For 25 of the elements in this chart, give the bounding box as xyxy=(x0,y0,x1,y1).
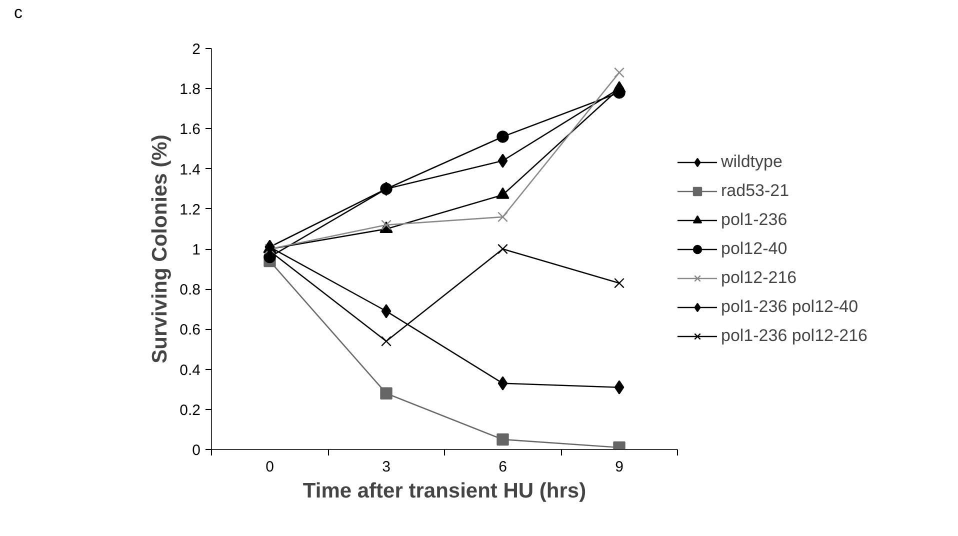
x-axis-title: Time after transient HU (hrs) xyxy=(302,480,586,502)
y-tick-label: 0.2 xyxy=(180,402,201,419)
legend-label: pol1-236 xyxy=(721,210,788,230)
legend-label: pol12-40 xyxy=(721,238,788,258)
text: c xyxy=(14,2,22,24)
legend-label: wildtype xyxy=(721,152,782,172)
y-tick-label: 2 xyxy=(192,41,200,58)
legend-label: pol1-236 pol12-216 xyxy=(721,326,868,346)
y-tick-label: 0 xyxy=(192,442,200,459)
y-tick-label: 1 xyxy=(192,242,200,258)
y-tick-label: 0.6 xyxy=(180,322,201,339)
y-tick-label: 1.4 xyxy=(180,161,201,178)
x-tick-label: 0 xyxy=(266,458,274,476)
x-tick-label: 6 xyxy=(498,458,507,476)
legend-label: pol1-236 pol12-40 xyxy=(721,296,858,316)
y-tick-label: 1.8 xyxy=(180,81,201,98)
x-tick-label: 3 xyxy=(382,458,390,476)
y-tick-label: 0.8 xyxy=(180,282,201,299)
y-tick-label: 1.2 xyxy=(180,201,201,218)
legend-label: rad53-21 xyxy=(721,180,790,200)
y-tick-label: 1.6 xyxy=(180,121,201,138)
legend-label: pol12-216 xyxy=(721,268,797,288)
y-tick-label: 0.4 xyxy=(180,362,201,379)
y-axis-title: Surviving Colonies (%) xyxy=(148,134,172,364)
x-tick-label: 9 xyxy=(615,458,624,476)
